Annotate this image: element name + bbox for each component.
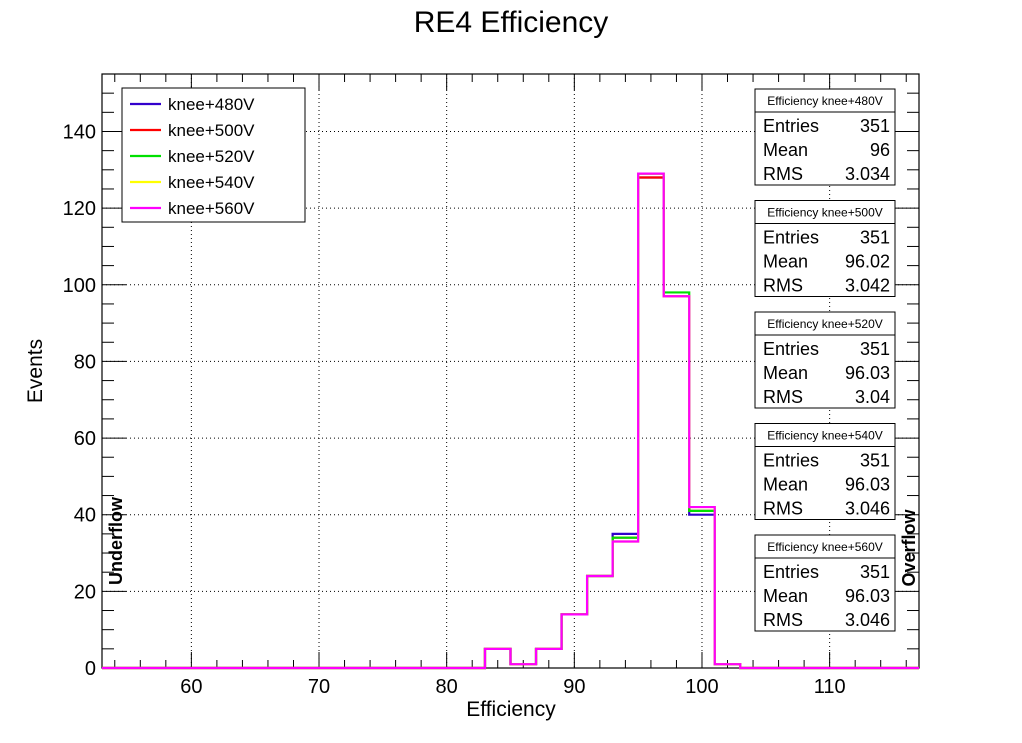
stat-box-row-label: Entries: [763, 116, 819, 136]
stat-box-row-value: 3.046: [845, 499, 890, 519]
stat-box-row-label: Entries: [763, 451, 819, 471]
stat-box-row-value: 3.04: [855, 387, 890, 407]
stat-box-row-label: Mean: [763, 252, 808, 272]
y-axis-label: Events: [24, 339, 47, 403]
legend-entry-label: knee+500V: [168, 121, 255, 140]
x-tick-label: 60: [180, 676, 202, 698]
y-tick-label: 60: [74, 428, 96, 450]
stat-box-title: Efficiency knee+480V: [767, 94, 883, 108]
histogram-series-knee-560v: [102, 172, 919, 670]
stat-box: Efficiency knee+480V Entries 351 Mean 96 RMS 3…: [754, 88, 896, 186]
stat-box-row-value: 351: [860, 116, 890, 136]
stat-box-frame: [754, 423, 896, 520]
legend-entry-label: knee+560V: [168, 199, 255, 218]
y-tick-label: 100: [63, 275, 96, 297]
stat-box-frame: [754, 311, 896, 409]
chart-title: RE4 Efficiency: [414, 6, 609, 39]
stat-box-row-value: 96.03: [845, 475, 890, 495]
legend: knee+480V knee+500V knee+520V knee+540V knee…: [121, 87, 306, 223]
stat-box-row-label: RMS: [763, 387, 803, 407]
stat-box-row-label: Mean: [763, 140, 808, 160]
legend-entry-label: knee+480V: [168, 95, 255, 114]
stat-box-row-value: 351: [860, 451, 890, 471]
y-tick-label: 0: [85, 658, 96, 680]
y-tick-label: 20: [74, 581, 96, 603]
stat-box-row-value: 3.042: [845, 276, 890, 296]
stat-box-title: Efficiency knee+560V: [767, 540, 883, 554]
x-tick-label: 70: [308, 676, 330, 698]
stat-box: Efficiency knee+500V Entries 351 Mean 96.02 R…: [754, 200, 896, 297]
overflow-label: Overflow: [899, 508, 919, 586]
stat-box-row-label: RMS: [763, 610, 803, 630]
stat-box-row-value: 96: [870, 140, 890, 160]
stat-box-title: Efficiency knee+520V: [767, 317, 883, 331]
stat-box-row-label: Mean: [763, 586, 808, 606]
stat-box-row-label: Mean: [763, 475, 808, 495]
stat-box-row-value: 3.046: [845, 610, 890, 630]
stat-box-row-label: Mean: [763, 363, 808, 383]
stat-box-row-value: 3.034: [845, 164, 890, 184]
stat-box-row-label: RMS: [763, 276, 803, 296]
stat-box-row-value: 351: [860, 562, 890, 582]
plot-frame: [101, 73, 920, 669]
x-tick-label: 100: [685, 676, 718, 698]
stat-box-row-value: 96.03: [845, 363, 890, 383]
x-tick-label: 90: [563, 676, 585, 698]
x-axis-label: Efficiency: [466, 698, 556, 721]
stat-box: Efficiency knee+540V Entries 351 Mean 96.03 R…: [754, 423, 896, 520]
x-tick-label: 110: [814, 676, 846, 698]
y-tick-label: 120: [63, 198, 96, 220]
legend-entry-label: knee+540V: [168, 173, 255, 192]
histogram-series: [102, 172, 919, 670]
x-tick-label: 80: [436, 676, 458, 698]
stat-box: Efficiency knee+520V Entries 351 Mean 96.03 R…: [754, 311, 896, 409]
stat-box-row-value: 96.02: [845, 252, 890, 272]
stat-boxes: Efficiency knee+480V Entries 351 Mean 96 RMS 3…: [754, 88, 896, 632]
stat-box-row-label: Entries: [763, 562, 819, 582]
tick-labels: 60 70 80 90 100 110 0 20 40 60 80 100 120 140: [63, 121, 846, 698]
stat-box-row-label: Entries: [763, 228, 819, 248]
stat-box-frame: [754, 88, 896, 186]
stat-box-row-label: Entries: [763, 339, 819, 359]
stat-box-frame: [754, 200, 896, 297]
stat-box-row-value: 351: [860, 339, 890, 359]
legend-entry-label: knee+520V: [168, 147, 255, 166]
stat-box-title: Efficiency knee+540V: [767, 429, 883, 443]
stat-box-title: Efficiency knee+500V: [767, 206, 883, 220]
underflow-label: Underflow: [106, 496, 126, 585]
y-tick-label: 140: [63, 121, 96, 143]
stat-box-row-label: RMS: [763, 499, 803, 519]
stat-box-frame: [754, 534, 896, 632]
stat-box: Efficiency knee+560V Entries 351 Mean 96.03 R…: [754, 534, 896, 632]
y-tick-label: 40: [74, 505, 96, 527]
stat-box-row-label: RMS: [763, 164, 803, 184]
stat-box-row-value: 96.03: [845, 586, 890, 606]
stat-box-row-value: 351: [860, 228, 890, 248]
y-tick-label: 80: [74, 351, 96, 373]
